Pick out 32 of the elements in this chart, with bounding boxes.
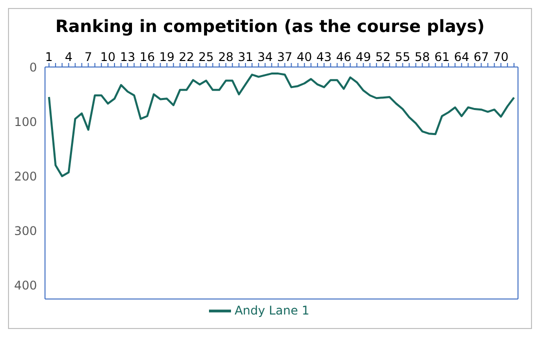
x-tick-label: 19: [159, 50, 175, 64]
x-tick-label: 28: [218, 50, 234, 64]
x-tick-label: 70: [493, 50, 509, 64]
legend-label: Andy Lane 1: [234, 303, 310, 318]
x-tick-label: 61: [434, 50, 450, 64]
x-tick-label: 52: [375, 50, 391, 64]
x-tick-label: 46: [336, 50, 352, 64]
x-tick-label: 55: [395, 50, 410, 64]
line-series: [48, 72, 515, 178]
x-tick-label: 1: [45, 50, 53, 64]
x-tick-label: 31: [238, 50, 254, 64]
x-tick-label: 22: [178, 50, 194, 64]
x-tick-label: 10: [100, 50, 116, 64]
x-tick-label: 7: [84, 50, 92, 64]
y-tick-label: 400: [14, 278, 37, 293]
y-tick-label: 0: [29, 60, 37, 74]
x-tick-label: 16: [140, 50, 155, 64]
x-tick-label: 13: [120, 50, 136, 64]
x-tick-label: 4: [64, 50, 72, 64]
y-tick-label: 200: [14, 169, 37, 184]
x-tick-label: 37: [277, 50, 292, 64]
x-tick-label: 64: [454, 50, 470, 64]
x-tick-label: 40: [296, 50, 312, 64]
x-tick-label: 25: [198, 50, 214, 64]
y-tick-label: 300: [14, 224, 37, 238]
x-tick-label: 43: [316, 50, 332, 64]
x-tick-label: 67: [474, 50, 489, 64]
x-tick-label: 58: [414, 50, 430, 64]
x-tick-label: 34: [257, 50, 273, 64]
x-tick-label: 49: [356, 50, 372, 64]
chart-title: Ranking in competition (as the course plays): [54, 17, 486, 39]
y-tick-label: 100: [14, 114, 37, 129]
